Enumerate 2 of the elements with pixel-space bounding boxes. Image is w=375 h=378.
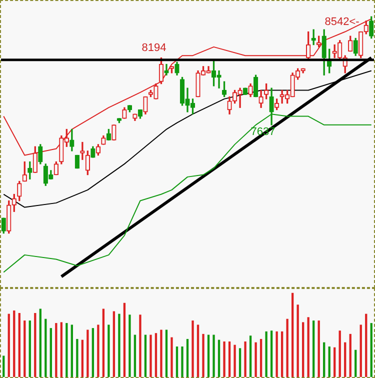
annotation: 8194: [142, 42, 166, 54]
annotation: 8542<-: [324, 16, 360, 28]
